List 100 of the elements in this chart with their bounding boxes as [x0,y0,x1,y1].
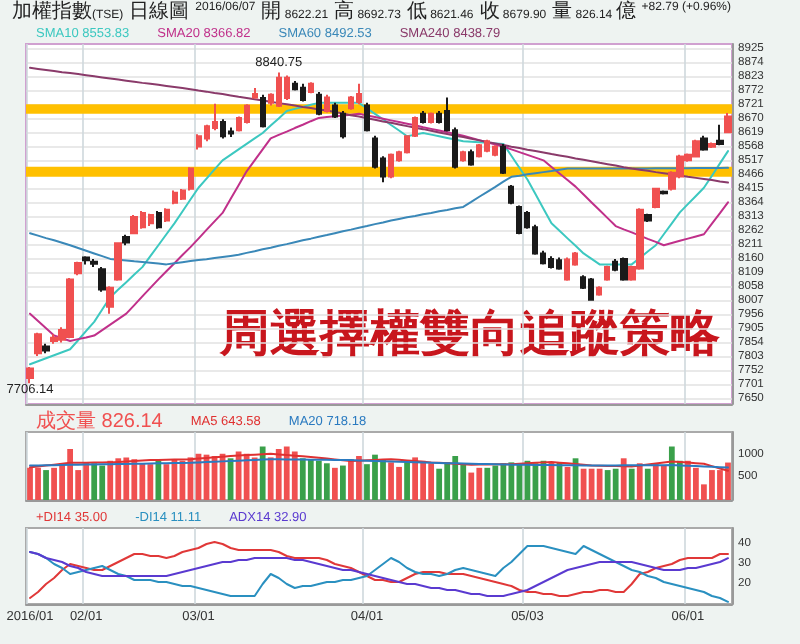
candlestick [228,126,234,139]
bar [652,463,659,500]
bar [340,465,346,500]
candlestick [188,166,194,192]
bar [660,465,667,500]
candlestick [588,277,594,302]
series-label: 成交量 826.14 [36,409,164,433]
candlestick [324,93,330,114]
candlestick [26,366,34,385]
candlestick [468,148,474,167]
candlestick [484,138,490,154]
candlestick [548,255,554,270]
bar [684,460,691,500]
candlestick [492,144,498,158]
bar [331,467,338,500]
candlestick [652,186,660,210]
bar [420,460,427,500]
candlestick [300,82,306,103]
bar [709,470,715,500]
candlestick [130,214,138,236]
candlestick [82,255,90,266]
candlestick [596,285,602,297]
bar [243,453,250,500]
candlestick [724,112,732,134]
candlestick [356,82,362,106]
bar [428,463,435,500]
bar [404,462,410,500]
bar [380,459,386,500]
bar [484,467,491,500]
text: 日線圖 [129,1,190,23]
candlestick [308,81,314,95]
candlestick [148,212,154,228]
bar [668,446,675,500]
candlestick [564,256,570,282]
line-series [29,452,729,472]
bar [636,463,643,500]
candlestick [460,149,466,163]
bar [115,458,122,500]
bar [620,458,627,500]
bar [348,459,354,500]
bar [43,470,49,500]
candlestick [90,257,98,269]
bar [251,457,258,500]
bar [596,468,603,500]
candlestick [34,331,42,358]
candlestick [156,210,162,230]
candlestick [516,204,522,236]
candlestick [716,123,724,147]
candlestick [500,142,506,176]
text: 周選擇權雙向追蹤策略 [218,304,720,362]
bar [436,468,443,500]
bar [51,467,57,500]
candlestick [122,233,130,247]
bar [693,467,699,500]
candlestick [42,342,50,355]
bar [356,456,362,500]
bar [283,446,290,500]
bar [396,466,402,500]
bar [299,458,306,500]
candlestick [604,264,610,282]
bar [35,467,41,500]
bar [508,462,515,500]
bar [628,468,635,500]
candlestick [276,71,282,108]
bar [267,457,274,500]
bar [323,463,330,500]
bar [468,472,475,500]
candlestick [428,111,434,125]
bar [500,463,507,500]
candlestick [692,138,700,159]
candlestick [284,74,290,102]
candlestick [66,277,74,340]
bar [444,462,451,500]
bar [604,470,611,500]
bar [27,467,33,500]
candlestick [172,189,178,206]
candlestick [620,256,628,282]
bar [307,459,314,500]
candlestick [508,183,514,206]
candlestick [50,333,58,345]
candlestick [220,118,226,140]
bar [315,460,322,500]
bar [452,456,459,500]
candlestick [164,207,170,223]
candlestick [388,152,394,180]
bar [155,460,162,500]
bar [139,463,146,500]
candlestick [196,133,202,151]
candlestick [644,212,652,223]
bar [91,463,98,500]
bar [388,462,394,500]
candlestick [364,101,370,133]
candlestick [114,241,122,282]
candlestick [476,142,482,159]
bar [412,457,418,500]
bar [492,465,499,500]
candlestick [316,90,322,117]
candlestick [420,110,426,125]
candlestick [340,110,346,140]
bar [717,470,723,500]
